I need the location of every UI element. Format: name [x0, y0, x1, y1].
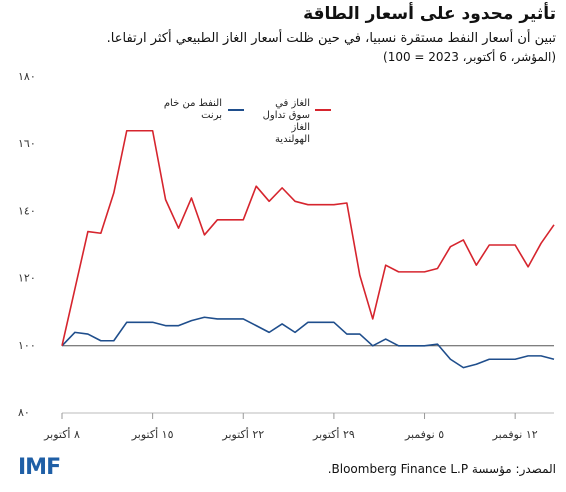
chart-subtitle: تبين أن أسعار النفط مستقرة نسبيا، في حين… — [106, 31, 556, 46]
chart-title: تأثير محدود على أسعار الطاقة — [303, 4, 556, 24]
y-tick-label: ١٤٠ — [18, 204, 36, 217]
legend-label: الغاز في سوق تداول الغاز الهولندية — [262, 98, 310, 145]
logo: IMF — [18, 455, 61, 480]
y-tick-label: ١٦٠ — [18, 137, 36, 150]
x-tick-label: ١٥ أكتوبر — [131, 427, 174, 441]
x-tick-label: ١٢ نوفمبر — [492, 428, 538, 441]
y-tick-label: ١٠٠ — [18, 339, 36, 352]
x-tick-label: ٥ نوفمبر — [404, 428, 444, 441]
chart-note: (المؤشر، 6 أكتوبر، 2023 = 100) — [383, 50, 556, 64]
y-tick-label: ١٢٠ — [18, 272, 36, 285]
y-tick-label: ١٨٠ — [18, 70, 36, 83]
x-tick-label: ٢٩ أكتوبر — [312, 427, 355, 441]
y-tick-label: ٨٠ — [18, 406, 30, 419]
series-line — [61, 316, 555, 369]
legend-swatch — [315, 109, 331, 111]
legend-swatch — [228, 109, 244, 111]
x-tick-label: ٨ أكتوبر — [43, 427, 80, 441]
x-tick-label: ٢٢ أكتوبر — [221, 427, 264, 441]
legend-label: النفط من خام برنت — [163, 98, 222, 121]
series-line — [61, 129, 555, 346]
source: المصدر: مؤسسة Bloomberg Finance L.P. — [327, 462, 556, 476]
